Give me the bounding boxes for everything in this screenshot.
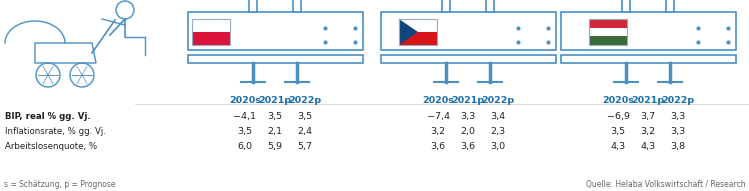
Bar (622, 0, 630, 12)
Text: 3,6: 3,6 (461, 142, 476, 151)
Text: 3,4: 3,4 (491, 112, 506, 121)
Text: BIP, real % gg. Vj.: BIP, real % gg. Vj. (5, 112, 91, 121)
Text: 3,5: 3,5 (267, 112, 282, 121)
Bar (560, 12, 736, 50)
Bar (589, 36, 627, 45)
Bar (192, 19, 230, 45)
Text: 4,3: 4,3 (640, 142, 655, 151)
Bar (589, 28, 627, 36)
Text: 5,9: 5,9 (267, 142, 282, 151)
Bar (666, 0, 674, 12)
Text: 2,3: 2,3 (491, 127, 506, 136)
Bar (192, 19, 230, 32)
Text: 3,0: 3,0 (491, 142, 506, 151)
Text: 2021p: 2021p (631, 96, 664, 105)
Text: 3,3: 3,3 (670, 112, 685, 121)
Text: 4,3: 4,3 (610, 142, 625, 151)
Text: 2020s: 2020s (602, 96, 634, 105)
Bar (399, 32, 437, 45)
Text: Quelle: Helaba Volkswirtschaft / Research: Quelle: Helaba Volkswirtschaft / Researc… (586, 180, 746, 189)
Text: −6,9: −6,9 (607, 112, 629, 121)
Bar (187, 55, 363, 63)
Bar (380, 12, 556, 50)
Text: −7,4: −7,4 (426, 112, 449, 121)
Text: 3,5: 3,5 (237, 127, 252, 136)
Bar (442, 0, 450, 12)
Text: 3,2: 3,2 (431, 127, 446, 136)
Text: 2022p: 2022p (482, 96, 515, 105)
Text: 2,1: 2,1 (267, 127, 282, 136)
Text: 3,5: 3,5 (297, 112, 312, 121)
Text: 2022p: 2022p (661, 96, 694, 105)
Text: 3,7: 3,7 (640, 112, 655, 121)
Text: 2,0: 2,0 (461, 127, 476, 136)
Text: 2021p: 2021p (258, 96, 291, 105)
Bar (560, 55, 736, 63)
Bar (192, 32, 230, 45)
Bar (380, 55, 556, 63)
Text: 6,0: 6,0 (237, 142, 252, 151)
Text: −4,1: −4,1 (234, 112, 256, 121)
Text: 5,7: 5,7 (297, 142, 312, 151)
Bar (589, 19, 627, 45)
Text: 2020s: 2020s (229, 96, 261, 105)
Text: 3,2: 3,2 (640, 127, 655, 136)
Bar (187, 12, 363, 50)
Text: 3,6: 3,6 (431, 142, 446, 151)
Bar (293, 0, 301, 12)
Text: 2,4: 2,4 (297, 127, 312, 136)
Text: 3,3: 3,3 (461, 112, 476, 121)
Text: Arbeitslosenquote, %: Arbeitslosenquote, % (5, 142, 97, 151)
Text: 2020s: 2020s (422, 96, 454, 105)
Bar (399, 19, 437, 45)
Text: 3,5: 3,5 (610, 127, 625, 136)
Bar (589, 19, 627, 28)
Text: 2021p: 2021p (452, 96, 485, 105)
Bar (486, 0, 494, 12)
Text: 3,3: 3,3 (670, 127, 685, 136)
Text: s = Schätzung, p = Prognose: s = Schätzung, p = Prognose (4, 180, 115, 189)
Bar (399, 19, 437, 32)
Polygon shape (399, 19, 418, 45)
Text: 3,8: 3,8 (670, 142, 685, 151)
Bar (249, 0, 257, 12)
Text: Inflationsrate, % gg. Vj.: Inflationsrate, % gg. Vj. (5, 127, 106, 136)
Text: 2022p: 2022p (288, 96, 321, 105)
